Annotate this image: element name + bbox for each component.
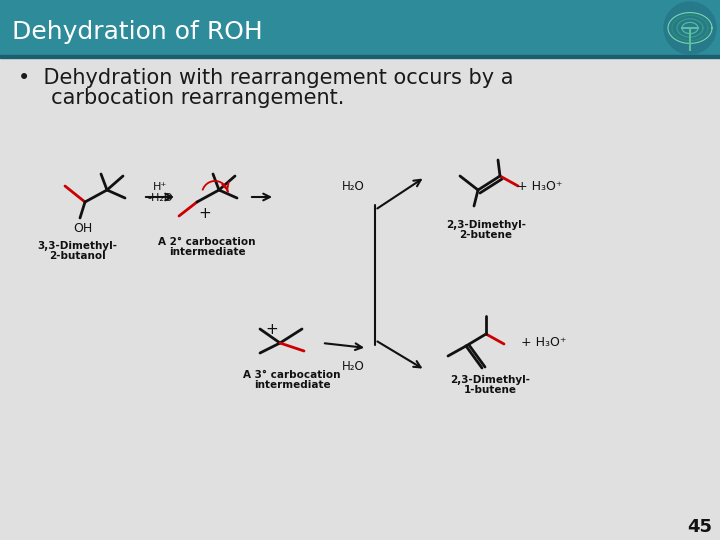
Bar [0,0,720,55]
Text: A 2° carbocation: A 2° carbocation [158,237,256,247]
Bar [0,55,720,58]
Text: 1-butene: 1-butene [464,385,516,395]
Text: intermediate: intermediate [168,247,246,257]
Text: +: + [199,206,212,221]
Text: +: + [266,321,279,336]
Text: OH: OH [73,221,93,234]
Text: 2-butanol: 2-butanol [49,251,105,261]
Circle shape [664,2,716,54]
Text: + H₃O⁺: + H₃O⁺ [521,335,567,348]
Text: intermediate: intermediate [253,380,330,390]
Text: + H₃O⁺: + H₃O⁺ [517,179,563,192]
Text: 2,3-Dimethyl-: 2,3-Dimethyl- [446,220,526,230]
Text: H⁺: H⁺ [153,182,167,192]
Text: 45: 45 [688,518,713,536]
Text: 2-butene: 2-butene [459,230,513,240]
Text: -H₂O: -H₂O [147,193,173,203]
Text: H₂O: H₂O [341,361,364,374]
Text: 3,3-Dimethyl-: 3,3-Dimethyl- [37,241,117,251]
Text: A 3° carbocation: A 3° carbocation [243,370,341,380]
Text: Dehydration of ROH: Dehydration of ROH [12,20,263,44]
Text: •  Dehydration with rearrangement occurs by a: • Dehydration with rearrangement occurs … [18,68,513,88]
Text: carbocation rearrangement.: carbocation rearrangement. [18,88,344,108]
Text: H₂O: H₂O [341,180,364,193]
Text: 2,3-Dimethyl-: 2,3-Dimethyl- [450,375,530,385]
